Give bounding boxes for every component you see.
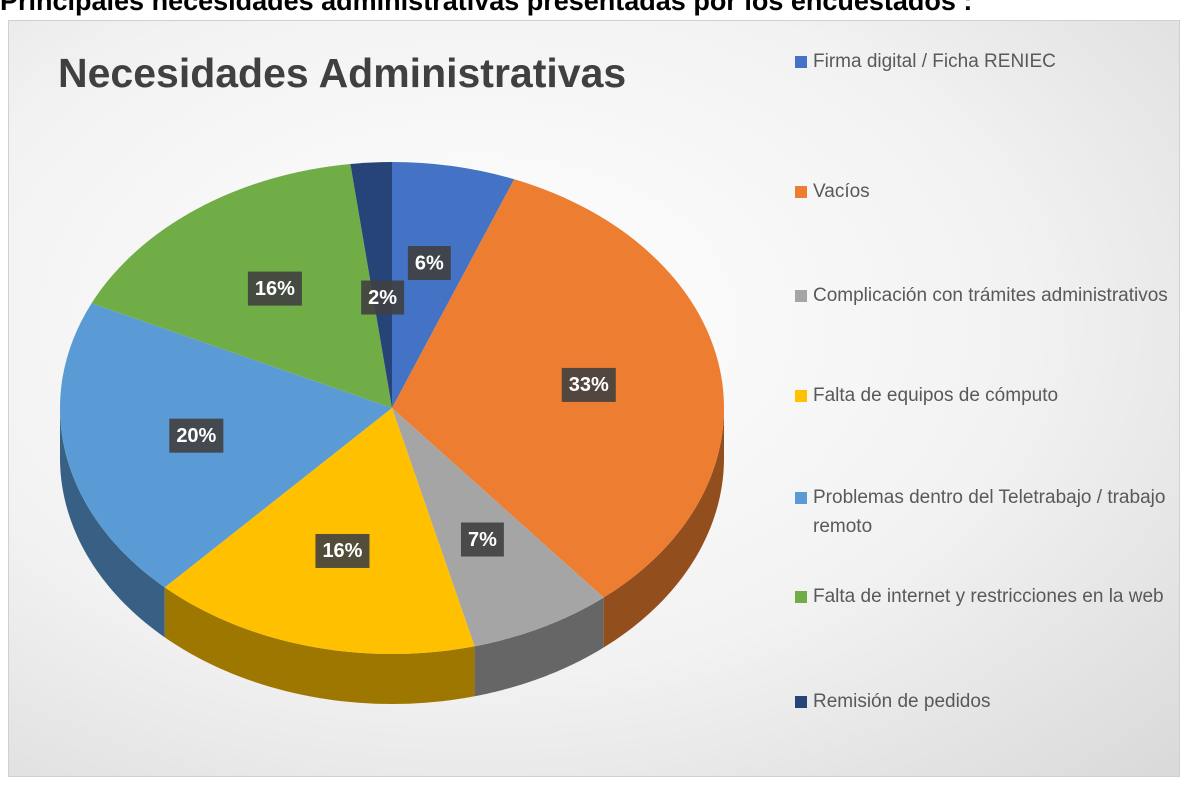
slice	[60, 303, 393, 588]
slice-side	[164, 587, 475, 704]
legend-entry: Problemas dentro del Teletrabajo / traba…	[795, 483, 1186, 541]
data-label: 20%	[169, 418, 224, 453]
legend-swatch	[795, 390, 807, 402]
data-label-text: 20%	[176, 425, 216, 447]
slice	[91, 163, 393, 408]
legend-label: Falta de internet y restricciones en la …	[813, 586, 1164, 607]
slice	[392, 162, 515, 408]
legend-label: Remisión de pedidos	[813, 691, 991, 712]
slice	[392, 179, 724, 598]
data-label-box	[247, 271, 302, 306]
legend-entry: Falta de internet y restricciones en la …	[795, 582, 1186, 611]
chart-title: Necesidades Administrativas	[58, 50, 626, 96]
data-label: 16%	[315, 533, 370, 568]
data-label: 6%	[407, 246, 451, 281]
data-label-box	[315, 533, 370, 568]
data-label-text: 2%	[368, 287, 397, 309]
legend-swatch	[795, 492, 807, 504]
legend-swatch	[795, 696, 807, 708]
data-label-box	[361, 280, 405, 315]
legend-entry: Remisión de pedidos	[795, 687, 1186, 716]
data-label-box	[169, 418, 224, 453]
data-label: 16%	[247, 271, 302, 306]
legend-swatch	[795, 591, 807, 603]
legend-entry: Vacíos	[795, 177, 1186, 206]
data-label-text: 16%	[255, 278, 295, 300]
legend-label: Firma digital / Ficha RENIEC	[813, 51, 1056, 72]
legend-label: Vacíos	[813, 181, 870, 202]
data-label: 33%	[561, 367, 616, 402]
slice	[164, 408, 475, 654]
data-label-box	[460, 522, 504, 557]
slice-side	[60, 408, 165, 638]
legend-label: Problemas dentro del Teletrabajo / traba…	[813, 487, 1166, 537]
legend-entry: Firma digital / Ficha RENIEC	[795, 47, 1186, 76]
data-label-text: 7%	[468, 529, 497, 551]
legend-entry: Complicación con trámites administrativo…	[795, 281, 1186, 310]
slice-side	[474, 597, 604, 697]
data-label-box	[407, 246, 451, 281]
data-label-text: 33%	[569, 374, 609, 396]
legend-label: Complicación con trámites administrativo…	[813, 285, 1168, 306]
data-label-text: 16%	[322, 540, 362, 562]
legend-label: Falta de equipos de cómputo	[813, 385, 1059, 406]
legend-entry: Falta de equipos de cómputo	[795, 381, 1186, 410]
data-label-box	[561, 367, 616, 402]
data-label: 7%	[460, 522, 504, 557]
legend-swatch	[795, 56, 807, 68]
legend-swatch	[795, 290, 807, 302]
data-label: 2%	[361, 280, 405, 315]
page-heading: Principales necesidades administrativas …	[0, 0, 973, 16]
data-label-text: 6%	[415, 252, 444, 274]
slice-side	[603, 408, 724, 648]
legend-swatch	[795, 186, 807, 198]
